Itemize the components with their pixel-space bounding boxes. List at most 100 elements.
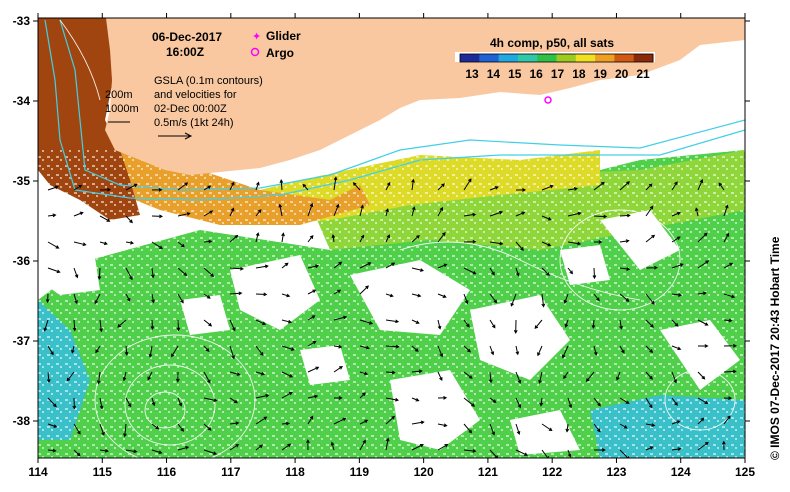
velocity-arrow (71, 345, 75, 354)
velocity-arrow (694, 207, 699, 217)
velocity-arrow (302, 183, 309, 191)
velocity-arrow (515, 423, 521, 435)
velocity-arrow (73, 211, 84, 217)
velocity-arrow (538, 371, 543, 384)
velocity-arrow (515, 345, 520, 356)
velocity-arrow (567, 397, 573, 409)
velocity-arrow (177, 293, 184, 304)
velocity-arrow (147, 371, 153, 381)
velocity-arrow (255, 345, 264, 357)
x-tick-label: 123 (606, 465, 626, 479)
velocity-arrow (229, 345, 235, 360)
velocity-arrow (255, 264, 269, 269)
colorbar-swatches (460, 54, 654, 62)
velocity-arrow (203, 397, 218, 402)
velocity-arrow (229, 234, 239, 243)
colorbar-tick-label: 20 (615, 67, 629, 81)
x-tick-label: 120 (414, 465, 434, 479)
velocity-arrow (281, 232, 285, 243)
velocity-arrow (463, 267, 477, 275)
velocity-arrow (723, 415, 731, 425)
velocity-arrow (594, 240, 603, 244)
velocity-arrow (359, 234, 365, 243)
velocity-arrow (281, 262, 289, 269)
velocity-arrow (671, 211, 681, 217)
velocity-arrow (723, 232, 730, 243)
velocity-arrow (671, 447, 682, 451)
y-tick-label: -35 (13, 174, 31, 188)
colorbar-tick-label: 13 (465, 67, 479, 81)
velocity-arrow (619, 397, 630, 404)
velocity-arrow (255, 393, 270, 399)
velocity-arrow (645, 319, 654, 328)
velocity-arrow (73, 185, 83, 191)
velocity-arrow (564, 319, 569, 328)
velocity-arrow (534, 319, 543, 329)
velocity-arrow (73, 449, 81, 457)
x-tick-label: 121 (478, 465, 498, 479)
velocity-arrow (567, 211, 582, 217)
y-tick-label: -33 (13, 14, 31, 28)
isobath-label-200m: 200m (105, 89, 133, 101)
velocity-arrow (46, 371, 51, 384)
velocity-arrow (411, 267, 425, 272)
velocity-arrow (125, 215, 133, 224)
isobaths (44, 19, 745, 201)
velocity-arrow (671, 319, 679, 327)
velocity-arrow (619, 345, 625, 354)
velocity-arrow (281, 392, 293, 399)
velocity-arrow (489, 319, 496, 329)
velocity-arrow (515, 211, 526, 217)
velocity-arrow (593, 181, 605, 191)
velocity-arrow (203, 319, 213, 327)
velocity-arrow (177, 397, 183, 407)
velocity-arrow (723, 318, 733, 323)
velocity-arrow (359, 371, 369, 376)
velocity-arrow (333, 203, 340, 217)
velocity-arrow (333, 366, 343, 373)
velocity-arrow (229, 319, 236, 332)
velocity-arrow (73, 241, 87, 247)
velocity-arrow (437, 395, 448, 400)
scale-arrowhead (184, 132, 193, 140)
velocity-arrow (671, 397, 678, 406)
velocity-arrow (66, 371, 75, 382)
velocity-arrow (463, 319, 470, 328)
colorbar-ticks: 13 14 15 16 17 18 19 20 21 (465, 67, 650, 81)
velocity-arrow (281, 345, 295, 351)
velocity-arrow (437, 319, 442, 330)
velocity-arrow (279, 179, 284, 191)
colorbar-title: 4h comp, p50, all sats (490, 36, 614, 50)
velocity-arrow (385, 181, 391, 191)
velocity-arrow (437, 231, 446, 243)
velocity-arrow (45, 293, 50, 304)
velocity-arrow (563, 293, 569, 304)
x-tick-label: 124 (671, 465, 691, 479)
velocity-arrow (488, 371, 493, 384)
velocity-arrow (489, 397, 497, 403)
x-tick-label: 125 (735, 465, 755, 479)
velocity-arrow (563, 371, 569, 380)
velocity-arrow (591, 319, 596, 329)
velocity-arrow (593, 423, 601, 433)
velocity-arrow (671, 181, 678, 191)
velocity-arrow (229, 207, 235, 217)
velocity-arrow (723, 369, 737, 374)
velocity-arrow (567, 187, 579, 191)
velocity-arrow (72, 397, 77, 410)
velocity-arrow (463, 423, 473, 434)
velocity-arrow (171, 345, 179, 358)
velocity-arrow (385, 397, 400, 402)
annotation-line-3: 02-Dec 00:00Z (154, 103, 227, 115)
velocity-arrow (645, 397, 653, 409)
velocity-arrow (645, 345, 654, 354)
velocity-arrow (333, 396, 343, 400)
velocity-arrow (385, 319, 400, 324)
velocity-arrow (385, 234, 390, 243)
velocity-arrow (97, 267, 102, 281)
velocity-arrow (671, 293, 683, 297)
velocity-arrow (306, 439, 310, 451)
velocity-arrow (151, 241, 163, 249)
annotation-line-4: 0.5m/s (1kt 24h) (154, 117, 233, 129)
velocity-arrow (718, 182, 725, 191)
